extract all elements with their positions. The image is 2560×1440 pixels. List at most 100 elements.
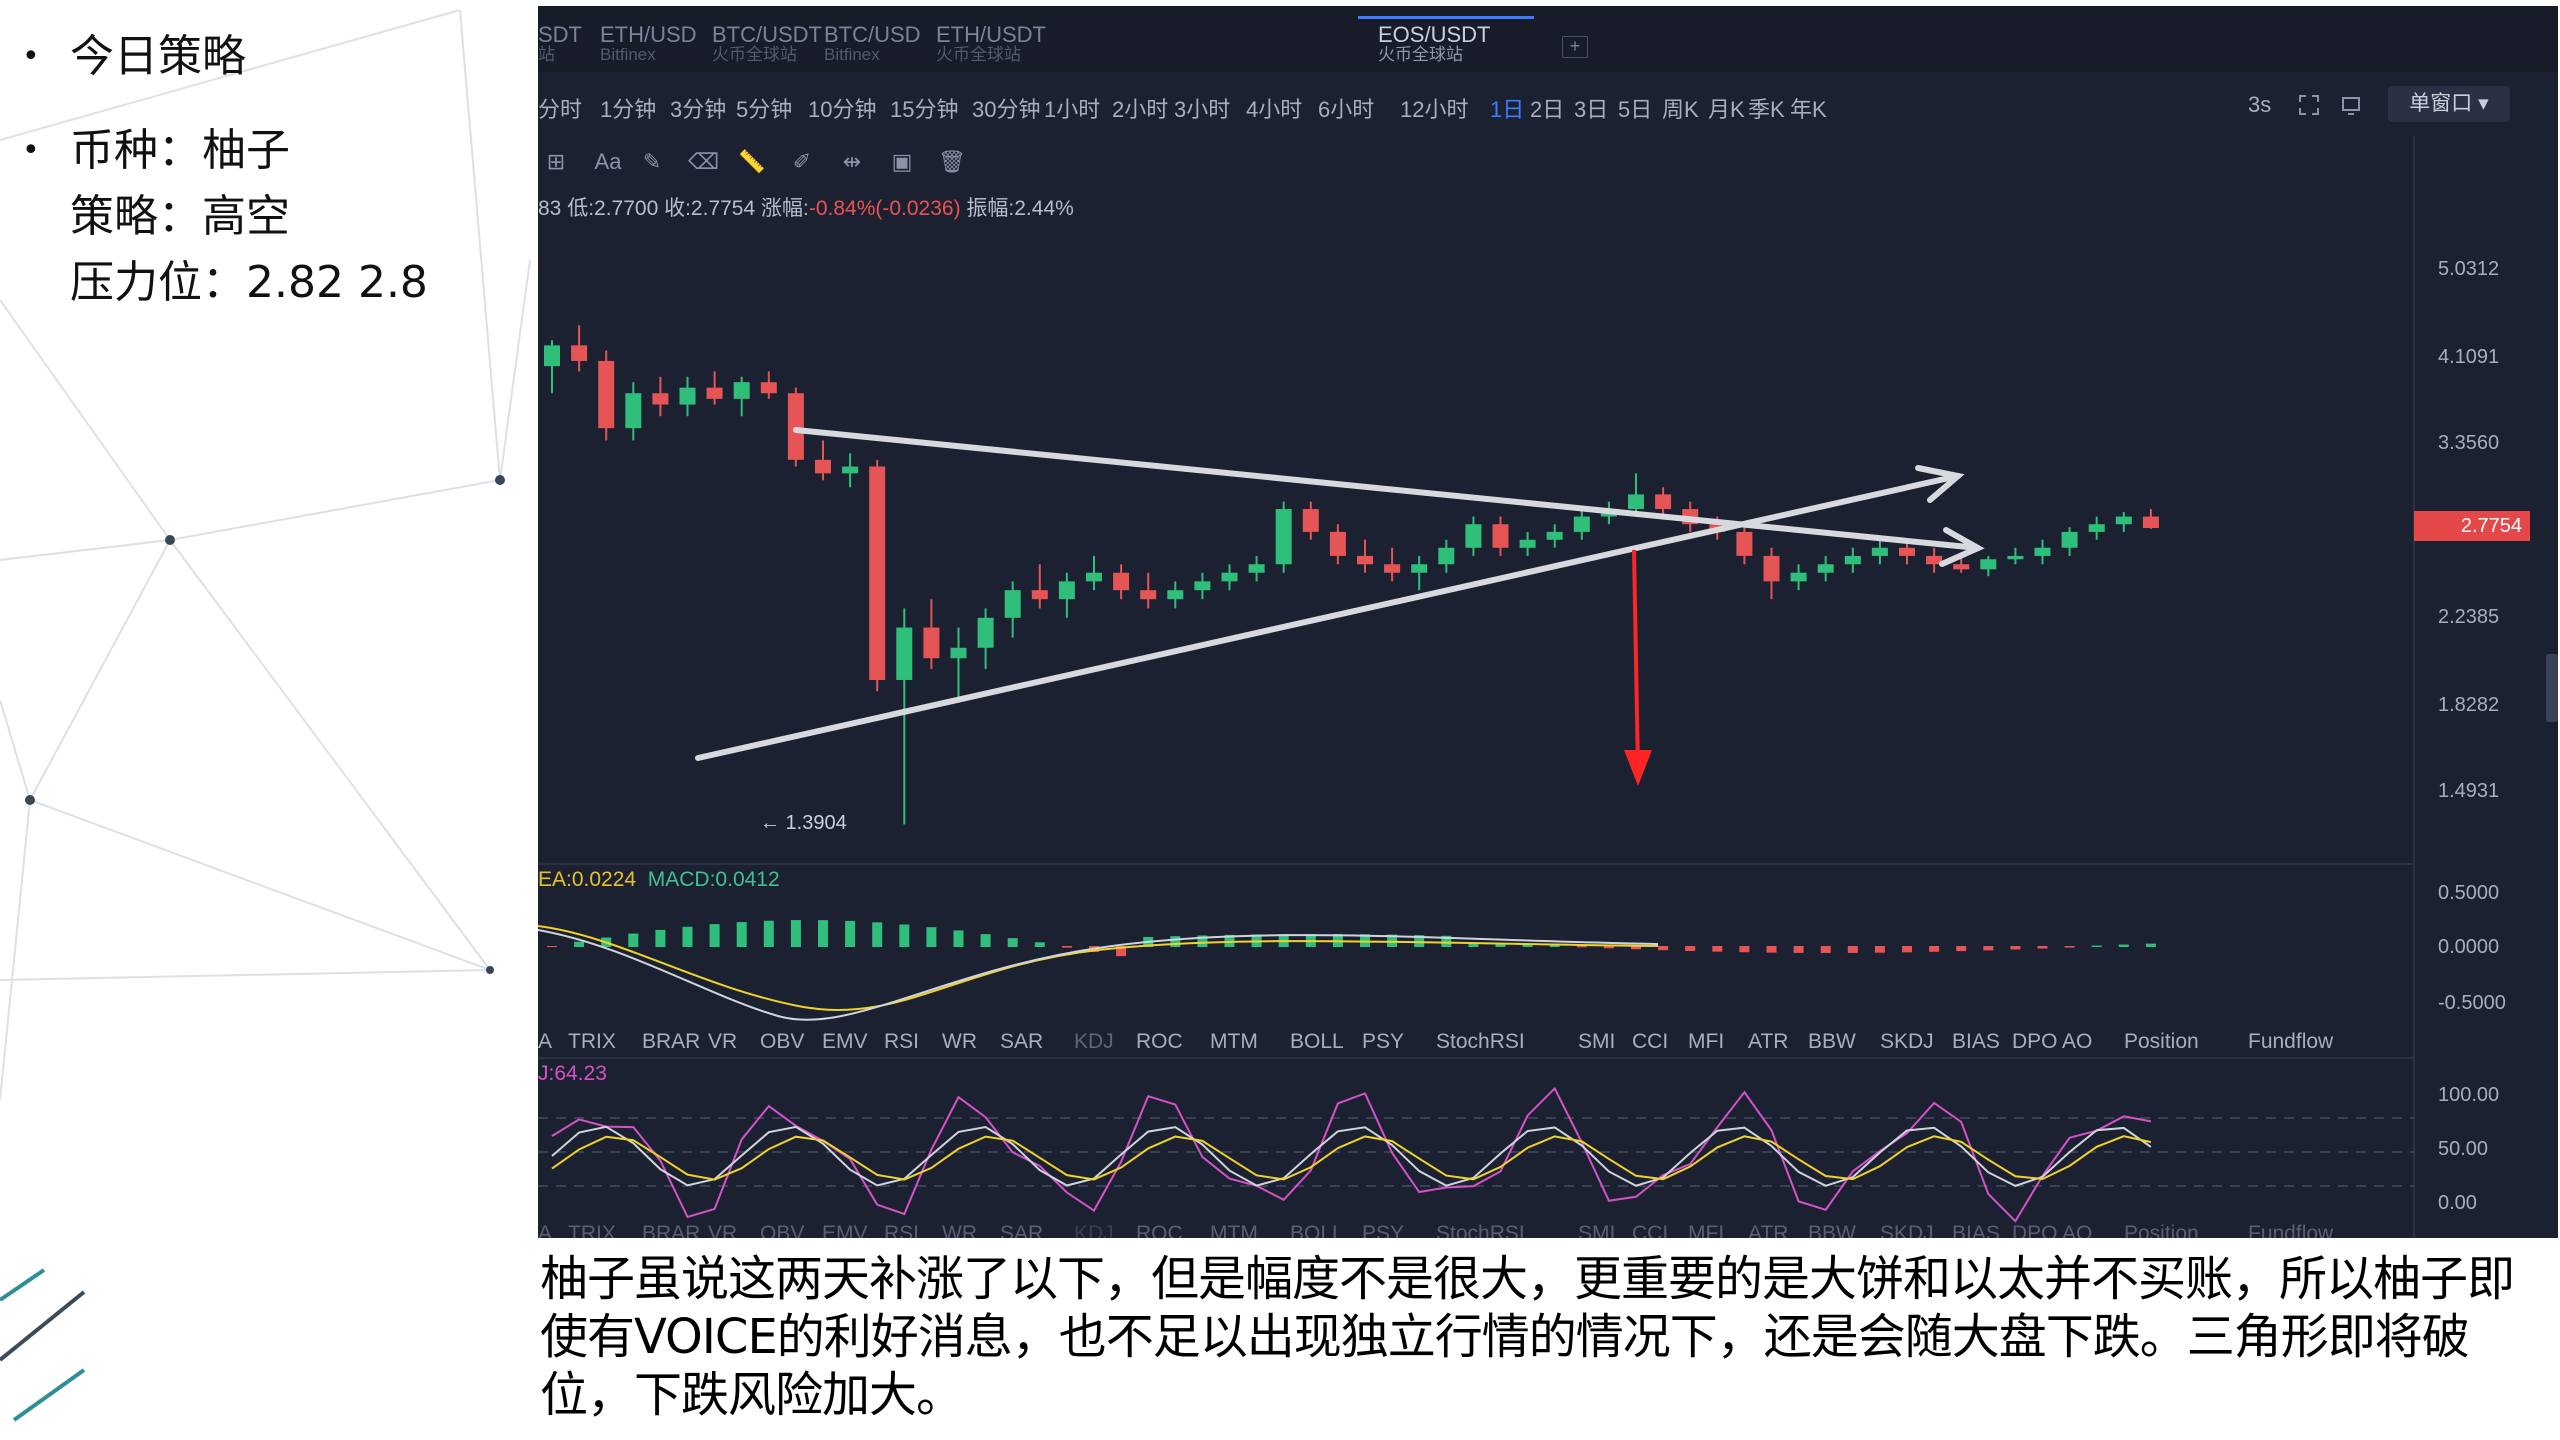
indicator-tab-skdj[interactable]: SKDJ	[1880, 1030, 1934, 1053]
period-1[interactable]: 1分钟	[600, 97, 657, 122]
indicator-tab-mfi[interactable]: MFI	[1688, 1222, 1725, 1238]
indicator-tab-wr[interactable]: WR	[942, 1030, 977, 1053]
indicator-tab-fundflow[interactable]: Fundflow	[2248, 1030, 2334, 1053]
indicator-tab-dpo[interactable]: DPO	[2012, 1222, 2058, 1238]
indicator-tab-fundflow[interactable]: Fundflow	[2248, 1222, 2334, 1238]
indicator-tab-psy[interactable]: PSY	[1362, 1222, 1405, 1238]
period-6[interactable]: 30分钟	[972, 97, 1041, 122]
price-scale-handle[interactable]	[2546, 654, 2558, 722]
tab-btc-usdt[interactable]: BTC/USDT 火币全球站	[712, 24, 822, 64]
lock-icon[interactable]: ▣	[891, 149, 913, 174]
candlestick-chart[interactable]	[538, 6, 2558, 1238]
indicator-tab-roc[interactable]: ROC	[1136, 1222, 1183, 1238]
indicator-tab-obv[interactable]: OBV	[760, 1030, 805, 1053]
tab-market-0[interactable]: SDT 站	[538, 24, 582, 64]
period-12[interactable]: 12小时	[1400, 97, 1469, 122]
period-10[interactable]: 4小时	[1246, 97, 1303, 122]
indicator-tab-smi[interactable]: SMI	[1578, 1030, 1616, 1053]
indicator-tab-brar[interactable]: BRAR	[642, 1222, 701, 1238]
indicator-tab-trix[interactable]: TRIX	[568, 1030, 616, 1053]
indicator-tab-sar[interactable]: SAR	[1000, 1030, 1044, 1053]
macd-bar	[1197, 935, 1208, 947]
macd-bar	[790, 920, 801, 947]
indicator-tab-cci[interactable]: CCI	[1632, 1030, 1669, 1053]
pen-icon[interactable]: ✐	[792, 149, 812, 174]
period-18[interactable]: 月K	[1708, 97, 1745, 122]
indicator-tab-bias[interactable]: BIAS	[1952, 1222, 2000, 1238]
tab-btc-usd[interactable]: BTC/USD Bitfinex	[824, 24, 921, 64]
macd-bar	[655, 929, 666, 947]
macd-bar	[709, 924, 720, 947]
period-20[interactable]: 年K	[1790, 97, 1827, 122]
indicator-tab-stochrsi[interactable]: StochRSI	[1436, 1222, 1525, 1238]
indicator-tab-atr[interactable]: ATR	[1748, 1222, 1789, 1238]
indicator-tab-rsi[interactable]: RSI	[884, 1030, 920, 1053]
eraser-icon[interactable]: ⌫	[688, 149, 720, 174]
indicator-tab-stochrsi[interactable]: StochRSI	[1436, 1030, 1525, 1053]
indicator-tab-sar[interactable]: SAR	[1000, 1222, 1044, 1238]
trash-icon[interactable]: 🗑	[938, 149, 966, 174]
layout-icon[interactable]: ⊞	[546, 149, 566, 174]
measure-icon[interactable]: ⇹	[842, 149, 862, 174]
indicator-tab-mtm[interactable]: MTM	[1210, 1030, 1258, 1053]
indicator-tab-brar[interactable]: BRAR	[642, 1030, 701, 1053]
period-5[interactable]: 15分钟	[890, 97, 959, 122]
indicator-tab-atr[interactable]: ATR	[1748, 1030, 1789, 1053]
indicator-tab-mtm[interactable]: MTM	[1210, 1222, 1258, 1238]
period-15[interactable]: 3日	[1574, 97, 1609, 122]
period-8[interactable]: 2小时	[1112, 97, 1169, 122]
period-14[interactable]: 2日	[1530, 97, 1565, 122]
screenshot-icon[interactable]	[2340, 94, 2362, 116]
tab-eos-usdt[interactable]: EOS/USDT 火币全球站	[1378, 24, 1490, 64]
window-mode-dropdown[interactable]: 单窗口 ▾	[2388, 86, 2510, 122]
candle-body	[2061, 531, 2078, 548]
tab-eth-usd[interactable]: ETH/USD Bitfinex	[600, 24, 697, 64]
indicator-tab-rsi[interactable]: RSI	[884, 1222, 920, 1238]
period-2[interactable]: 3分钟	[670, 97, 727, 122]
indicator-tab-emv[interactable]: EMV	[822, 1222, 868, 1238]
fullscreen-icon[interactable]	[2298, 94, 2320, 116]
indicator-tab-smi[interactable]: SMI	[1578, 1222, 1616, 1238]
add-tab-button[interactable]: +	[1562, 36, 1588, 58]
refresh-interval[interactable]: 3s	[2248, 92, 2272, 117]
period-0[interactable]: 分时	[538, 97, 583, 122]
ruler-icon[interactable]: 📏	[738, 149, 766, 174]
brush-icon[interactable]: ✎	[642, 149, 662, 174]
indicator-tab-roc[interactable]: ROC	[1136, 1030, 1183, 1053]
indicator-tab-a[interactable]: A	[538, 1222, 553, 1238]
indicator-tab-ao[interactable]: AO	[2062, 1030, 2093, 1053]
indicator-tab-skdj[interactable]: SKDJ	[1880, 1222, 1934, 1238]
indicator-tab-bbw[interactable]: BBW	[1808, 1222, 1856, 1238]
tab-eth-usdt[interactable]: ETH/USDT 火币全球站	[936, 24, 1046, 64]
indicator-tab-boll[interactable]: BOLL	[1290, 1222, 1344, 1238]
period-7[interactable]: 1小时	[1044, 97, 1101, 122]
indicator-tab-ao[interactable]: AO	[2062, 1222, 2093, 1238]
period-16[interactable]: 5日	[1618, 97, 1653, 122]
indicator-tab-cci[interactable]: CCI	[1632, 1222, 1669, 1238]
indicator-tab-psy[interactable]: PSY	[1362, 1030, 1405, 1053]
indicator-tab-emv[interactable]: EMV	[822, 1030, 868, 1053]
indicator-tab-kdj[interactable]: KDJ	[1074, 1222, 1114, 1238]
text-icon[interactable]: Aa	[594, 149, 622, 174]
period-4[interactable]: 10分钟	[808, 97, 877, 122]
indicator-tab-mfi[interactable]: MFI	[1688, 1030, 1725, 1053]
period-9[interactable]: 3小时	[1174, 97, 1231, 122]
indicator-tab-obv[interactable]: OBV	[760, 1222, 805, 1238]
period-11[interactable]: 6小时	[1318, 97, 1375, 122]
indicator-tab-bbw[interactable]: BBW	[1808, 1030, 1856, 1053]
period-19[interactable]: 季K	[1748, 97, 1785, 122]
indicator-tab-vr[interactable]: VR	[708, 1222, 738, 1238]
indicator-tab-position[interactable]: Position	[2124, 1222, 2199, 1238]
period-13[interactable]: 1日	[1490, 97, 1525, 122]
period-17[interactable]: 周K	[1662, 97, 1699, 122]
indicator-tab-position[interactable]: Position	[2124, 1030, 2199, 1053]
indicator-tab-wr[interactable]: WR	[942, 1222, 977, 1238]
period-3[interactable]: 5分钟	[736, 97, 793, 122]
indicator-tab-vr[interactable]: VR	[708, 1030, 738, 1053]
indicator-tab-trix[interactable]: TRIX	[568, 1222, 616, 1238]
indicator-tab-boll[interactable]: BOLL	[1290, 1030, 1344, 1053]
indicator-tab-a[interactable]: A	[538, 1030, 553, 1053]
indicator-tab-dpo[interactable]: DPO	[2012, 1030, 2058, 1053]
indicator-tab-kdj[interactable]: KDJ	[1074, 1030, 1114, 1053]
indicator-tab-bias[interactable]: BIAS	[1952, 1030, 2000, 1053]
